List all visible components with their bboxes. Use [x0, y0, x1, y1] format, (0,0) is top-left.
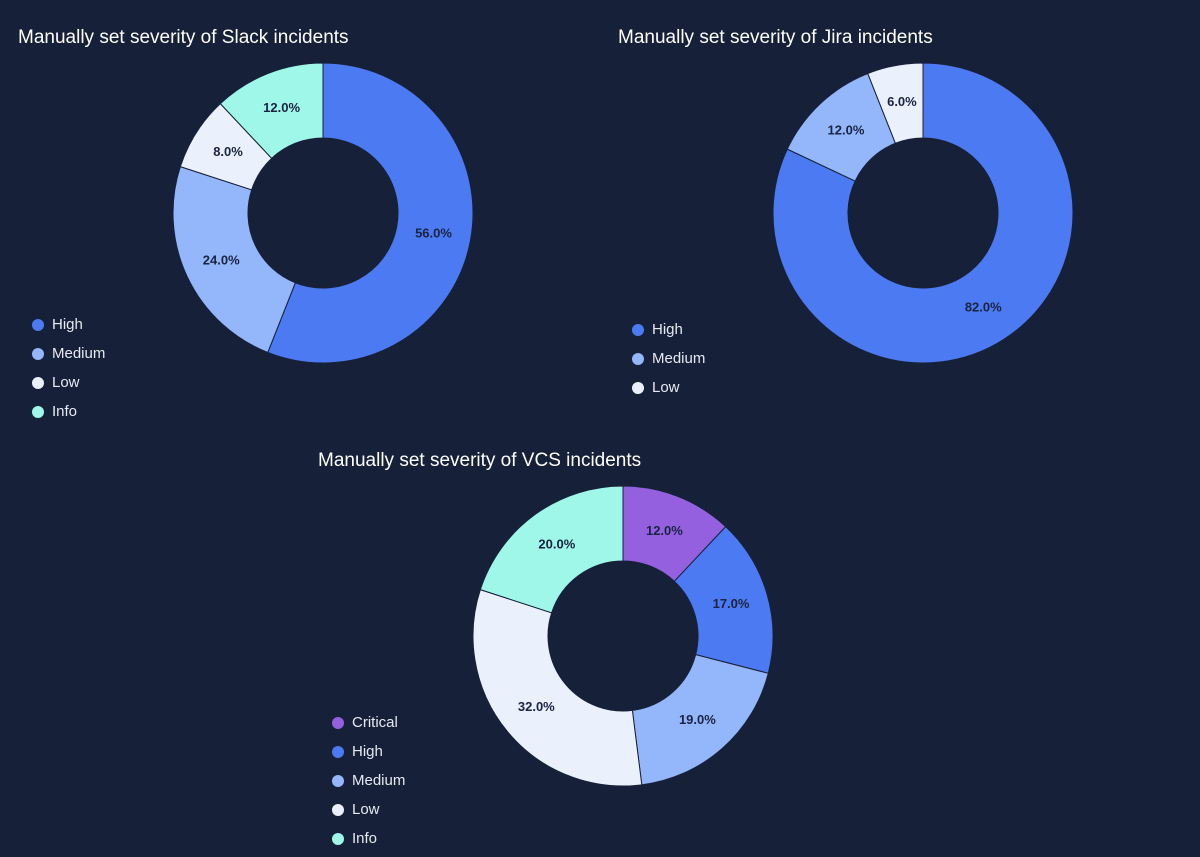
value-label: 32.0% [518, 699, 555, 714]
value-label: 12.0% [828, 122, 865, 137]
legend-label: Medium [352, 772, 405, 789]
legend-label: Medium [652, 350, 705, 367]
donut-slice [631, 654, 769, 786]
legend-marker [332, 804, 344, 816]
legend-marker [32, 319, 44, 331]
donut-slice [772, 62, 1074, 364]
value-label: 17.0% [713, 596, 750, 611]
donut-slice [479, 485, 624, 614]
value-label: 12.0% [646, 523, 683, 538]
legend-label: Critical [352, 714, 398, 731]
value-label: 12.0% [263, 100, 300, 115]
legend-label: Info [52, 403, 77, 420]
legend-label: High [652, 321, 683, 338]
legend-marker [32, 377, 44, 389]
value-label: 8.0% [213, 144, 243, 159]
legend-label: Info [352, 830, 377, 847]
donut-slice [472, 589, 643, 787]
legend-marker [332, 717, 344, 729]
legend-marker [32, 406, 44, 418]
legend-marker [632, 353, 644, 365]
value-label: 20.0% [538, 536, 575, 551]
donut-slice [267, 62, 474, 364]
legend-marker [332, 775, 344, 787]
value-label: 56.0% [415, 226, 452, 241]
legend-label: Low [52, 374, 80, 391]
legend-label: Low [652, 379, 680, 396]
donut-slice [867, 62, 924, 144]
donut-slice [219, 62, 324, 160]
legend-label: High [52, 316, 83, 333]
value-label: 19.0% [679, 712, 716, 727]
chart-title: Manually set severity of Slack incidents [18, 27, 349, 48]
donut-slice [172, 166, 297, 354]
value-label: 82.0% [965, 299, 1002, 314]
value-label: 6.0% [887, 94, 917, 109]
chart-title: Manually set severity of VCS incidents [318, 450, 641, 471]
value-label: 24.0% [203, 252, 240, 267]
legend-marker [632, 324, 644, 336]
legend-label: High [352, 743, 383, 760]
chart-title: Manually set severity of Jira incidents [618, 27, 933, 48]
legend-marker [632, 382, 644, 394]
legend-marker [332, 746, 344, 758]
legend-label: Low [352, 801, 380, 818]
legend-marker [332, 833, 344, 845]
legend-marker [32, 348, 44, 360]
legend-label: Medium [52, 345, 105, 362]
